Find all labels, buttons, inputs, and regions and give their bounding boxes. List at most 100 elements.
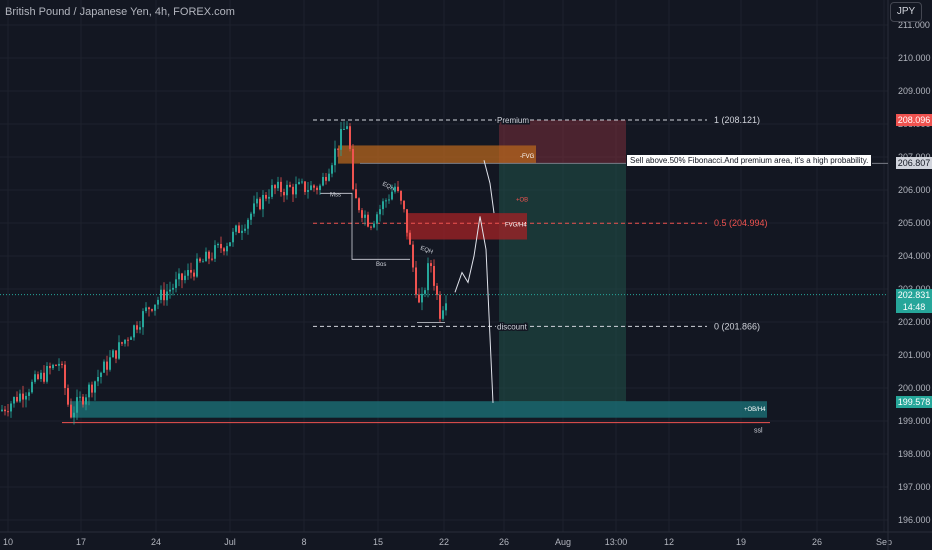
candle-body: [94, 381, 96, 393]
candle-body: [37, 374, 39, 379]
x-tick-label: 26: [812, 537, 822, 547]
candle-body: [298, 182, 300, 185]
candle-body: [340, 129, 342, 150]
candle-body: [85, 397, 87, 405]
x-tick-label: 17: [76, 537, 86, 547]
candle-body: [136, 325, 138, 330]
y-tick-label: 200.000: [898, 383, 931, 393]
candle-body: [91, 384, 93, 393]
y-tick-label: 211.000: [898, 20, 930, 30]
candle-body: [433, 265, 435, 286]
y-tick-label: 206.000: [898, 185, 931, 195]
candle-body: [253, 203, 255, 214]
candle-body: [385, 200, 387, 202]
y-tick-label: 197.000: [898, 482, 931, 492]
currency-button[interactable]: JPY: [890, 2, 922, 22]
candle-body: [208, 251, 210, 259]
candle-body: [328, 173, 330, 181]
candle-body: [28, 392, 30, 396]
mss-label: Mss: [330, 193, 341, 199]
candle-body: [394, 186, 396, 192]
candle-body: [73, 412, 75, 418]
candle-body: [436, 285, 438, 295]
candle-body: [226, 246, 228, 252]
candle-body: [1, 409, 3, 412]
bos-label: Bos: [376, 262, 386, 268]
structure-lines: [320, 192, 410, 260]
candle-body: [277, 181, 279, 189]
candle-body: [238, 225, 240, 233]
candle-body: [286, 184, 288, 196]
candle-body: [400, 190, 402, 201]
candle-body: [70, 404, 72, 418]
candle-body: [199, 258, 201, 262]
candle-body: [406, 209, 408, 233]
candle-body: [100, 372, 102, 378]
candle-body: [316, 187, 318, 191]
y-tick-label: 210.000: [898, 53, 931, 63]
premium-label: Premium: [497, 116, 529, 125]
ssl-label: ssl: [754, 428, 763, 435]
discount-label: discount: [497, 322, 528, 331]
candle-body: [52, 364, 54, 369]
candle-body: [367, 214, 369, 227]
candle-body: [295, 184, 297, 195]
candle-body: [133, 325, 135, 338]
projection-path: [483, 160, 495, 214]
candle-body: [163, 289, 165, 301]
candle-body: [382, 201, 384, 210]
candle-body: [301, 181, 303, 183]
ob-zone: [406, 213, 527, 240]
candle-body: [445, 303, 447, 311]
candle-body: [25, 395, 27, 400]
candle-body: [292, 186, 294, 195]
fib-label: 0 (201.866): [714, 321, 760, 331]
candle-body: [373, 223, 375, 228]
fvg-h4-label: FVG/H4: [505, 222, 527, 228]
candle-body: [343, 128, 345, 130]
x-tick-label: 22: [439, 537, 449, 547]
candle-body: [232, 231, 234, 243]
candle-body: [103, 361, 105, 373]
candle-body: [154, 304, 156, 311]
fib-label: 0.5 (204.994): [714, 218, 768, 228]
candle-body: [388, 199, 390, 201]
candle-body: [43, 372, 45, 382]
candle-body: [178, 273, 180, 280]
x-tick-label: 15: [373, 537, 383, 547]
eqh-label: EQH: [419, 246, 433, 256]
candle-body: [184, 275, 186, 281]
candle-body: [349, 126, 351, 149]
x-tick-label: Aug: [555, 537, 571, 547]
candle-body: [220, 243, 222, 249]
candle-body: [124, 339, 126, 344]
candle-body: [262, 194, 264, 210]
fvg-label: -FVG: [520, 154, 535, 160]
candle-body: [370, 226, 372, 228]
y-tick-label: 201.000: [898, 350, 931, 360]
candle-body: [118, 342, 120, 359]
x-tick-label: 8: [301, 537, 306, 547]
candle-body: [157, 299, 159, 305]
candle-body: [259, 198, 261, 210]
candle-body: [289, 184, 291, 187]
candle-body: [10, 403, 12, 412]
candle-body: [214, 245, 216, 259]
fvg-zone: [338, 145, 536, 164]
fib-label: 1 (208.121): [714, 115, 760, 125]
candle-body: [7, 411, 9, 413]
candle-body: [424, 290, 426, 294]
candle-body: [130, 337, 132, 340]
candle-body: [151, 309, 153, 311]
target-price-tag: 199.578: [896, 396, 932, 408]
candle-body: [241, 230, 243, 233]
current-price-value: 202.831: [897, 290, 931, 300]
x-tick-label: Sep: [876, 537, 892, 547]
candle-body: [256, 198, 258, 204]
candle-body: [361, 210, 363, 218]
entry-price-tag: 206.807: [896, 157, 932, 169]
candle-body: [55, 364, 57, 366]
discount-zone: [499, 163, 626, 402]
